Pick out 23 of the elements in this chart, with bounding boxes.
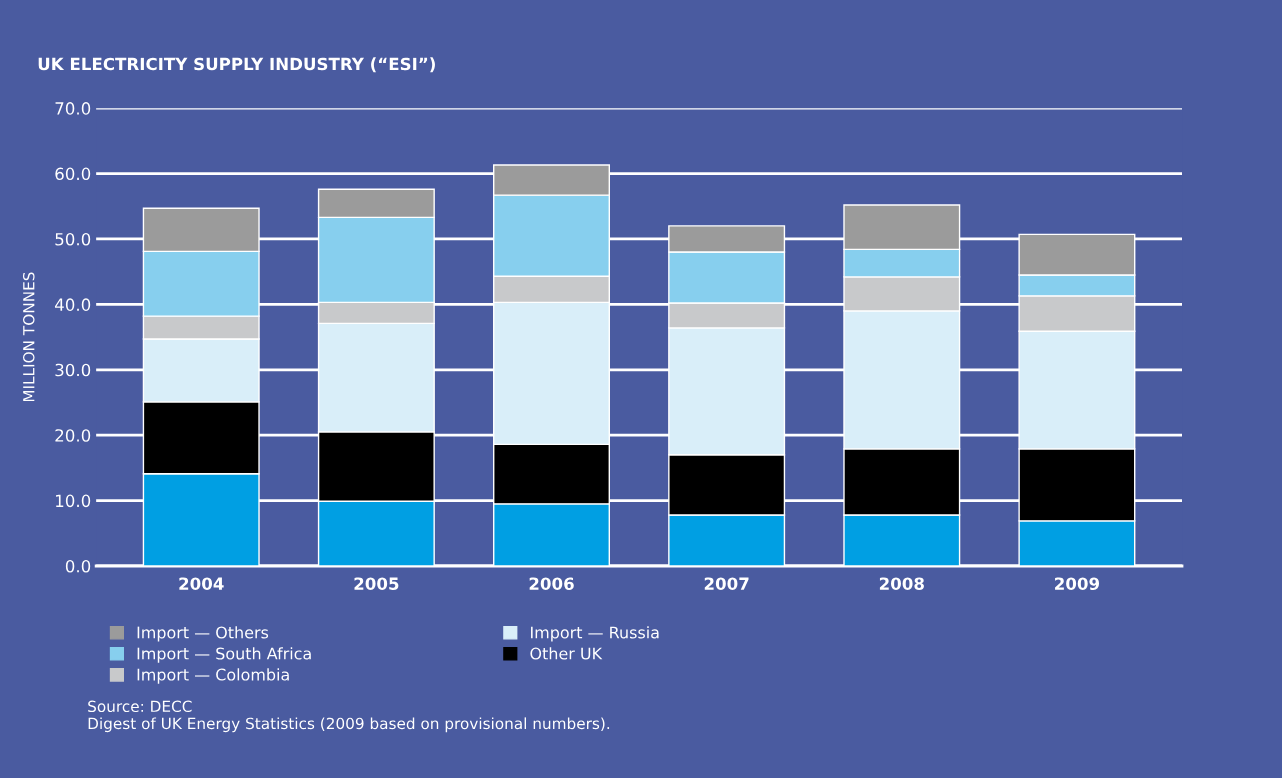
- x-tick-label: 2009: [1055, 577, 1100, 591]
- chart-title: UK ELECTRICITY SUPPLY INDUSTRY (“ESI”): [38, 57, 435, 73]
- x-tick-label: 2005: [354, 577, 399, 591]
- legend-label: Import — South Africa: [137, 647, 311, 663]
- legend-label: Import — Colombia: [137, 668, 289, 684]
- y-tick-label: 40.0: [54, 298, 91, 311]
- y-tick-label: 70.0: [55, 102, 91, 115]
- x-tick-label: 2006: [529, 577, 574, 591]
- x-tick-label: 2004: [179, 577, 224, 591]
- x-tick-label: 2008: [879, 577, 924, 591]
- legend-label: Other UK: [530, 647, 603, 660]
- y-tick-label: 50.0: [55, 232, 91, 246]
- y-tick-label: 30.0: [55, 363, 91, 377]
- y-tick-label: 0.0: [65, 559, 91, 573]
- y-tick-label: 20.0: [55, 429, 91, 442]
- x-tick-label: 2007: [704, 577, 749, 591]
- y-tick-label: 10.0: [56, 494, 91, 508]
- source-note: Source: DECC: [88, 700, 192, 713]
- legend-label: Import — Russia: [531, 626, 659, 642]
- y-tick-label: 60.0: [55, 167, 91, 181]
- legend-label: Import — Others: [137, 626, 269, 642]
- text: Digest of UK Energy Statistics (2009 based on provisional numbers).: [88, 717, 610, 733]
- y-axis-title: MILLION TONNES: [23, 272, 35, 402]
